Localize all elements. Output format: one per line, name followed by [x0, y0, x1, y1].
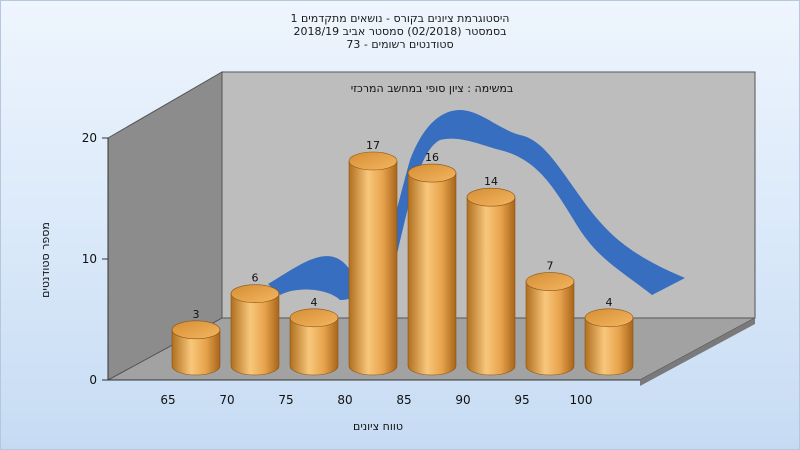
bar-cap	[466, 187, 516, 207]
bar-cap	[171, 320, 221, 340]
distribution-curve	[268, 110, 685, 300]
x-tick-label: 80	[337, 393, 352, 407]
bar-cap	[584, 308, 634, 328]
bar	[348, 151, 398, 376]
x-axis-title: טווח ציונים	[353, 420, 403, 433]
bar-value-label: 14	[484, 175, 498, 188]
bar-value-label: 17	[366, 139, 380, 152]
bar-body	[525, 281, 575, 376]
bar-cap	[525, 272, 575, 291]
bar-body	[407, 172, 457, 376]
x-tick-label: 95	[514, 393, 529, 407]
x-tick-label: 70	[219, 393, 234, 407]
bar-value-label: 7	[547, 260, 554, 273]
bar-body	[348, 160, 398, 376]
bar-value-label: 6	[252, 272, 259, 285]
floor-front-edge	[640, 318, 755, 386]
bar-cap	[348, 151, 398, 171]
bar-body	[289, 317, 339, 376]
y-axis-title: מספר סטודנטים	[39, 222, 52, 298]
bar-cap	[230, 284, 280, 303]
bar-value-label: 4	[606, 296, 613, 309]
chart-annotation: במשימה : ציון סופי במחשב המרכזי	[351, 82, 514, 95]
bar-body	[171, 329, 221, 376]
bar-value-label: 3	[193, 308, 200, 321]
chart-title-line-1: היסטוגרמת ציונים בקורס - נושאים מתקדמים …	[290, 12, 509, 25]
bar	[525, 272, 575, 376]
x-tick-label: 100	[570, 393, 593, 407]
bar-body	[584, 317, 634, 376]
bar-value-label: 4	[311, 296, 318, 309]
bar	[466, 187, 516, 376]
bar-cap	[289, 308, 339, 328]
y-tick-label: 0	[89, 373, 97, 387]
bar-body	[230, 293, 280, 376]
bar-value-label: 16	[425, 151, 439, 164]
y-tick-label: 10	[82, 252, 97, 266]
bar	[171, 320, 221, 376]
bar	[289, 308, 339, 376]
y-tick-label: 20	[82, 131, 97, 145]
x-tick-label: 75	[278, 393, 293, 407]
x-tick-label: 90	[455, 393, 470, 407]
x-tick-label: 65	[160, 393, 175, 407]
bar-body	[466, 196, 516, 376]
chart-title-line-2: בסמסטר (02/2018) סמסטר אביב 2018/19	[293, 25, 506, 38]
chart-title-line-3: סטודנטים רשומים - 73	[346, 38, 453, 51]
bar	[584, 308, 634, 376]
x-tick-label: 85	[396, 393, 411, 407]
bar	[230, 284, 280, 376]
bar-cap	[407, 163, 457, 183]
bar	[407, 163, 457, 376]
